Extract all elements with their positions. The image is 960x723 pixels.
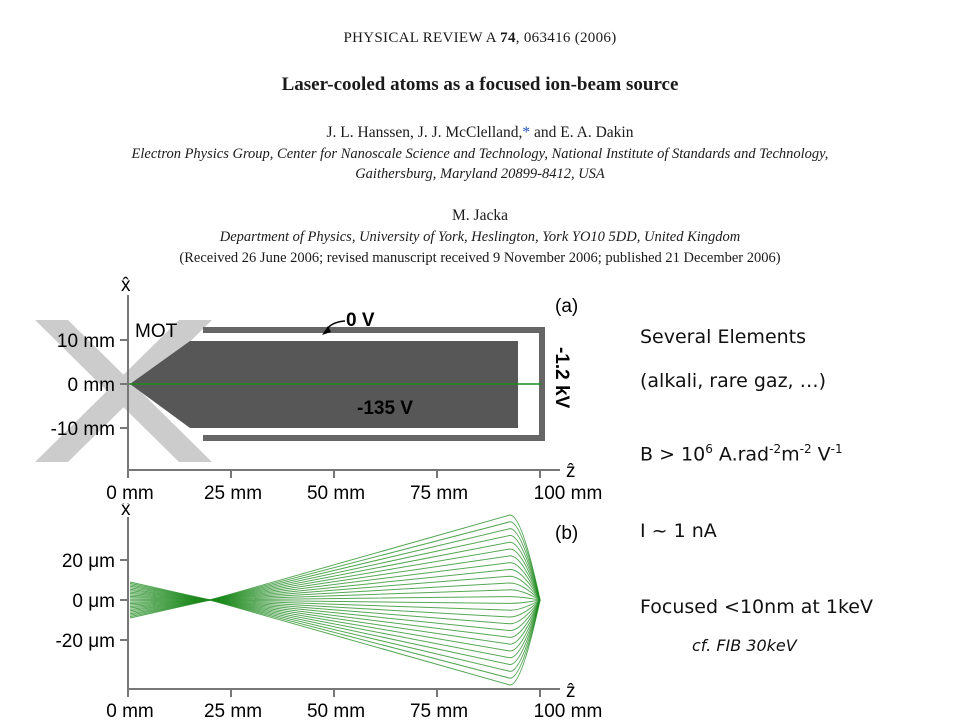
y-tick-label: 0 μm [72,591,115,612]
slide-focus: Focused <10nm at 1keV [640,596,873,618]
journal-volume: 74 [500,30,516,46]
axis-z-label: ẑ [566,461,576,482]
ion-trajectory [129,590,541,645]
figure-a: x̂ ẑ (a) 10 mm 0 mm -10 mm 0 mm 25 mm 50… [35,275,603,504]
ion-trajectory [129,587,541,659]
z-axis-ticks [127,689,541,697]
ion-trajectory [129,596,541,602]
brightness-exp: -2 [769,442,782,456]
ground-callout-arrow [322,326,331,335]
journal-reference: PHYSICAL REVIEW A 74, 063416 (2006) [0,30,960,47]
author-names-a: J. L. Hanssen, J. J. McClelland, [326,124,523,141]
ion-trajectory [129,589,541,603]
ion-trajectory [129,555,541,610]
corresponding-author-link[interactable]: * [522,124,531,141]
y-tick-label: -20 μm [55,631,115,652]
ion-trajectory [129,594,541,625]
y-tick-label: -10 mm [51,419,115,440]
received-dates: (Received 26 June 2006; revised manuscri… [179,250,781,266]
slide-current: I ~ 1 nA [640,520,717,542]
brightness-prefix: B > 10 [640,443,706,466]
x-tick-label: 25 mm [204,701,262,722]
slide-elements-detail: (alkali, rare gaz, …) [640,370,827,392]
ion-trajectory [129,598,541,604]
ion-trajectory [129,534,541,615]
author-list-1: J. L. Hanssen, J. J. McClelland,* and E.… [0,124,960,142]
ion-trajectory [129,595,541,618]
ion-trajectory [129,568,541,607]
x-tick-label: 50 mm [307,483,365,504]
paper-title: Laser-cooled atoms as a focused ion-beam… [281,74,679,95]
author-names-b: and E. A. Dakin [530,124,634,141]
slide-elements: Several Elements [640,326,807,348]
x-tick-label: 50 mm [307,701,365,722]
mot-label: MOT [135,321,178,342]
journal-name: PHYSICAL REVIEW A [343,30,497,46]
mot-beams [35,320,212,462]
brightness-unit: A.rad [712,443,770,466]
brightness-unit: m [781,443,800,466]
author-list-2: M. Jacka [452,207,508,224]
x-tick-label: 100 mm [534,483,603,504]
x-tick-label: 75 mm [410,483,468,504]
y-tick-label: 10 mm [57,331,115,352]
affiliation-1-line-2: Gaithersburg, Maryland 20899-8412, USA [355,166,605,182]
ion-trajectory [129,588,541,652]
z-axis-ticks [127,470,541,478]
x-axis-ticks [120,339,128,429]
y-tick-label: 20 μm [62,551,115,572]
ion-trajectory [129,591,541,638]
slide-comparison: cf. FIB 30keV [692,636,797,655]
y-tick-label: 0 mm [68,375,116,396]
x-tick-label: 100 mm [534,701,603,722]
ion-trajectories [129,514,541,686]
affiliation-2: Department of Physics, University of Yor… [219,229,741,245]
ion-trajectory [129,581,541,686]
journal-article: , 063416 (2006) [515,30,617,46]
x-tick-label: 0 mm [106,483,154,504]
ion-trajectory [129,575,541,606]
electrode-voltage-label: -135 V [357,398,413,419]
affiliation-1-line-1: Electron Physics Group, Center for Nanos… [131,146,829,162]
ion-trajectory [129,548,541,612]
axis-x-label: x̂ [121,275,131,296]
ion-trajectory [129,562,541,609]
end-electrode-voltage-label: -1.2 kV [551,347,572,409]
x-tick-label: 25 mm [204,483,262,504]
x-tick-label: 0 mm [106,701,154,722]
axis-x-label: x̂ [121,503,131,520]
slide-brightness: B > 106 A.rad-2m-2 V-1 [640,442,843,465]
axis-z-label: ẑ [566,681,576,702]
laser-beam-2 [35,320,212,462]
brightness-unit: V [811,443,831,466]
ion-trajectory [129,541,541,613]
figure-b: x̂ ẑ (b) 20 μm 0 μm -20 μm 0 mm 25 mm 50… [55,503,603,722]
panel-label-a: (a) [555,296,578,317]
brightness-exp: -2 [799,442,812,456]
x-axis-ticks [120,559,128,641]
brightness-exp: -1 [830,442,843,456]
ion-trajectory [129,582,541,605]
ion-trajectory [129,597,541,611]
ion-trajectory [129,593,541,632]
panel-label-b: (b) [555,523,578,544]
brightness-exp: 6 [705,442,713,456]
x-tick-label: 75 mm [410,701,468,722]
ground-voltage-label: 0 V [346,310,375,331]
